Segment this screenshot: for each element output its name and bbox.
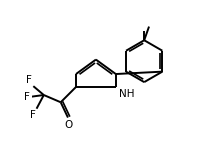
Text: F: F — [26, 75, 32, 85]
Text: F: F — [30, 109, 36, 119]
Text: O: O — [65, 120, 73, 130]
Text: NH: NH — [119, 89, 134, 99]
Text: F: F — [24, 92, 30, 102]
